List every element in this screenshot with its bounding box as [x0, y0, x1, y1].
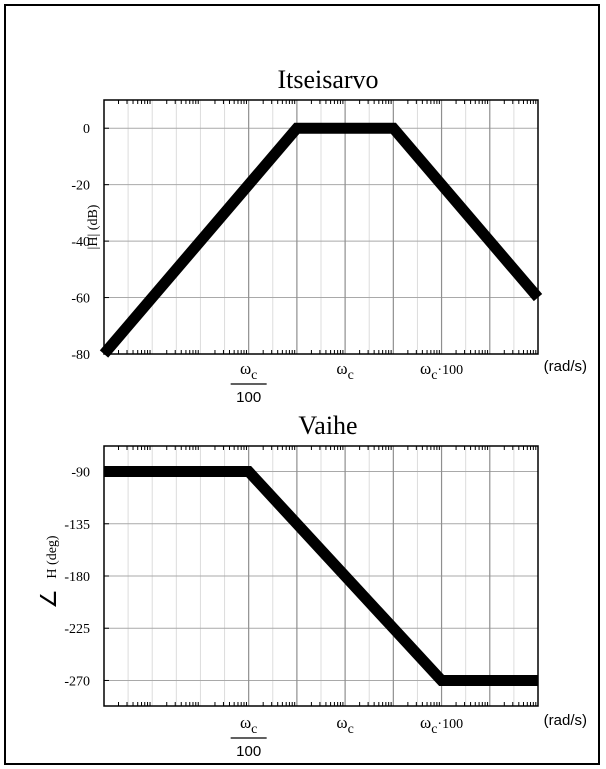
magnitude-x-tick-label: ωc 100 [230, 359, 267, 406]
phase-panel: Vaihe ∠ H (deg) (rad/s) -90 -135 -180 -225 -… [36, 411, 587, 760]
phase-x-tick-omega: ωc [240, 713, 257, 737]
magnitude-x-tick-omega: ωc·100 [420, 359, 463, 383]
phase-title: Vaihe [298, 411, 357, 440]
magnitude-x-tick-label: ωc·100 [420, 359, 463, 383]
magnitude-plot-frame [103, 99, 539, 355]
angle-symbol: ∠ [36, 589, 61, 609]
magnitude-x-tick-denominator: 100 [236, 389, 261, 406]
phase-y-tick-label: -180 [64, 570, 90, 585]
phase-x-tick-label: ωc [336, 713, 353, 737]
phase-x-tick-omega: ωc [336, 713, 353, 737]
magnitude-x-unit-label: (rad/s) [544, 358, 587, 375]
magnitude-y-tick-label: -40 [71, 235, 90, 250]
magnitude-y-tick-label: -20 [71, 179, 90, 194]
phase-y-tick-label: -225 [64, 622, 90, 637]
magnitude-x-tick-label: ωc [336, 359, 353, 383]
phase-y-tick-label: -270 [64, 674, 90, 689]
magnitude-title: Itseisarvo [277, 65, 378, 94]
phase-series-point [248, 471, 250, 473]
magnitude-series-point [537, 297, 539, 299]
magnitude-panel: Itseisarvo |H| (dB) (rad/s) 0 -20 -40 -60 -8… [71, 65, 587, 406]
phase-x-tick-label: ωc·100 [420, 713, 463, 737]
magnitude-y-axis-label: |H| (dB) [86, 204, 101, 249]
magnitude-y-tick-label: 0 [83, 122, 90, 137]
phase-x-unit-label: (rad/s) [544, 712, 587, 729]
phase-series-point [537, 679, 539, 681]
magnitude-series-line [99, 122, 543, 358]
phase-series-line [104, 466, 538, 686]
magnitude-y-tick-label: -60 [71, 292, 90, 307]
phase-x-tick-label: ωc 100 [230, 713, 267, 760]
magnitude-series-point [296, 127, 298, 129]
magnitude-y-tick-label: -80 [71, 348, 90, 363]
phase-y-axis-label: H (deg) [45, 535, 60, 578]
phase-x-tick-denominator: 100 [236, 743, 261, 760]
magnitude-x-tick-omega: ωc [240, 359, 257, 383]
magnitude-series-point [392, 127, 394, 129]
phase-x-tick-omega: ωc·100 [420, 713, 463, 737]
phase-y-tick-label: -90 [71, 466, 90, 481]
phase-series-point [103, 471, 105, 473]
phase-series-point [441, 679, 443, 681]
magnitude-series-point [103, 353, 105, 355]
magnitude-x-tick-omega: ωc [336, 359, 353, 383]
phase-y-tick-label: -135 [64, 518, 90, 533]
